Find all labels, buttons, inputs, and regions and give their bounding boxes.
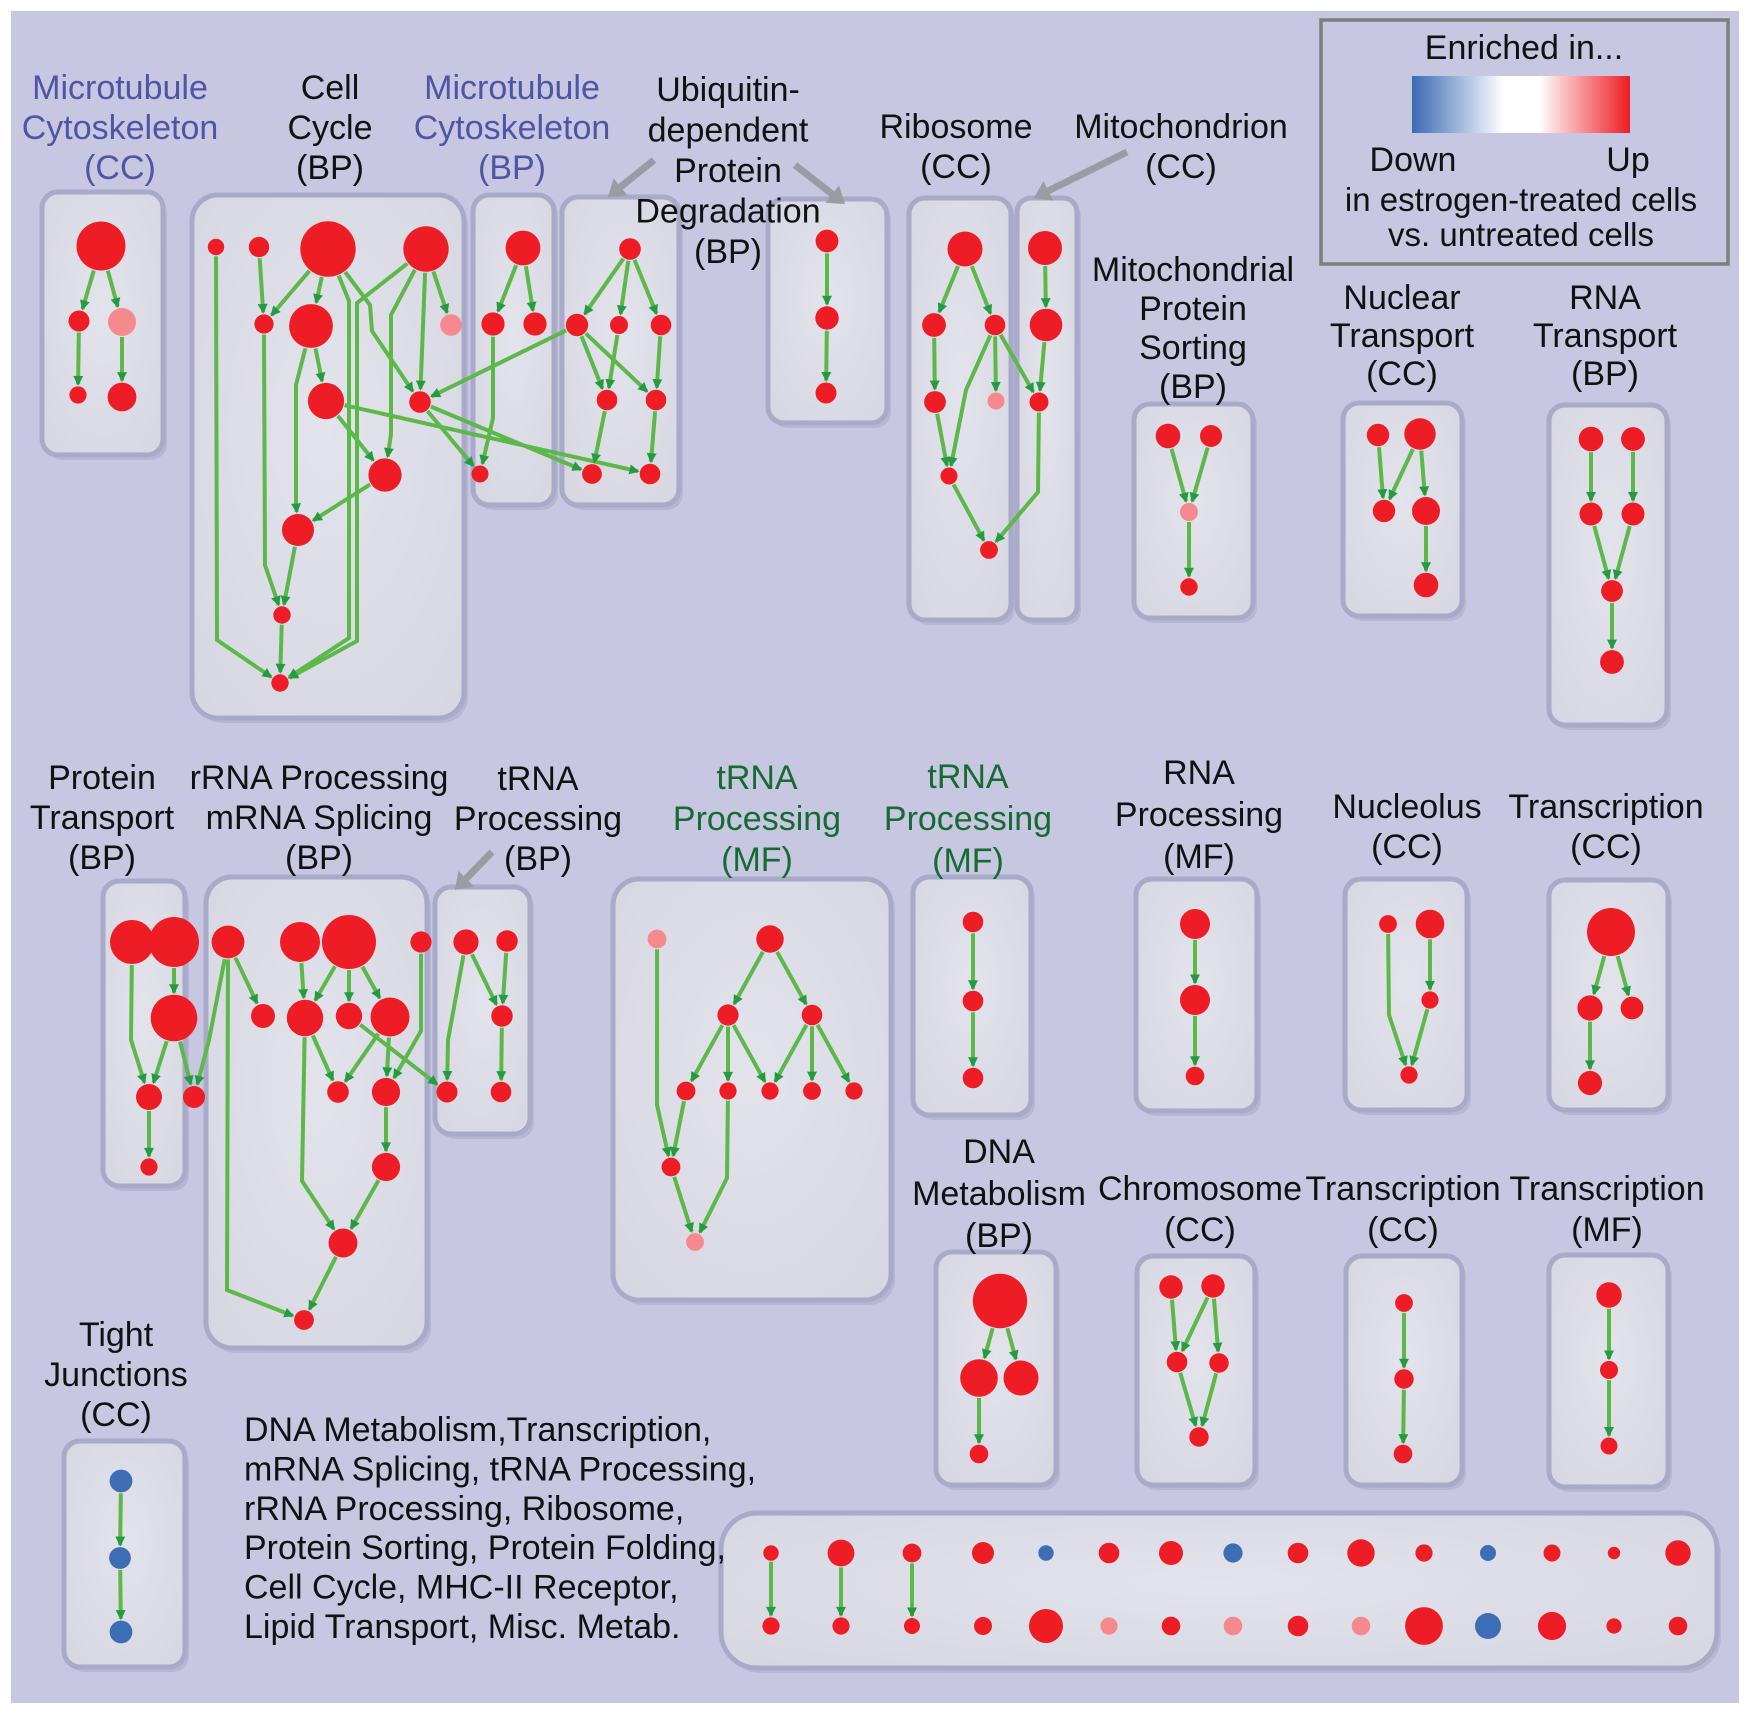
svg-text:(CC): (CC) [1570,828,1642,866]
svg-text:(BP): (BP) [1159,368,1227,406]
svg-text:RNA: RNA [1569,279,1641,317]
svg-text:Cell Cycle, MHC-II Receptor,: Cell Cycle, MHC-II Receptor, [244,1569,679,1607]
svg-text:Cell: Cell [301,69,360,107]
svg-text:Sorting: Sorting [1139,329,1247,367]
svg-text:(BP): (BP) [478,149,546,187]
svg-text:Processing: Processing [454,800,622,838]
svg-text:(CC): (CC) [1145,148,1217,186]
svg-text:Protein: Protein [1139,290,1247,328]
svg-text:Processing: Processing [884,800,1052,838]
svg-text:(BP): (BP) [965,1217,1033,1255]
svg-text:(CC): (CC) [80,1396,152,1434]
svg-text:(MF): (MF) [1163,838,1235,876]
svg-text:Junctions: Junctions [44,1356,188,1394]
svg-text:Transcription: Transcription [1508,788,1703,826]
svg-text:(CC): (CC) [920,148,992,186]
svg-text:Up: Up [1606,141,1649,179]
svg-text:(CC): (CC) [1366,355,1438,393]
svg-text:DNA Metabolism,Transcription,: DNA Metabolism,Transcription, [244,1411,711,1449]
svg-text:Transport: Transport [1533,317,1678,355]
svg-text:Microtubule: Microtubule [424,69,600,107]
svg-text:(CC): (CC) [1367,1211,1439,1249]
svg-text:tRNA: tRNA [716,759,798,797]
svg-text:Ubiquitin-: Ubiquitin- [656,71,800,109]
svg-text:Lipid Transport, Misc. Metab.: Lipid Transport, Misc. Metab. [244,1608,681,1646]
svg-text:(BP): (BP) [504,840,572,878]
svg-text:vs. untreated cells: vs. untreated cells [1388,216,1654,253]
svg-text:Processing: Processing [1115,796,1283,834]
svg-text:in estrogen-treated cells: in estrogen-treated cells [1345,181,1697,218]
svg-text:DNA: DNA [963,1133,1035,1171]
svg-text:Transcription: Transcription [1509,1170,1704,1208]
svg-text:Protein: Protein [674,152,782,190]
svg-text:tRNA: tRNA [927,758,1009,796]
svg-text:tRNA: tRNA [497,760,579,798]
svg-text:(BP): (BP) [694,233,762,271]
svg-text:RNA: RNA [1163,754,1235,792]
svg-text:Transport: Transport [30,799,175,837]
svg-text:Enriched in...: Enriched in... [1425,29,1623,67]
svg-text:(MF): (MF) [932,842,1004,880]
svg-text:Nucleolus: Nucleolus [1332,788,1481,826]
svg-text:Down: Down [1370,141,1457,179]
svg-text:Metabolism: Metabolism [912,1175,1086,1213]
svg-text:Tight: Tight [79,1316,154,1354]
svg-text:Transport: Transport [1330,317,1475,355]
svg-text:Cytoskeleton: Cytoskeleton [414,109,611,147]
svg-text:(MF): (MF) [721,841,793,879]
svg-text:rRNA Processing: rRNA Processing [190,759,449,797]
svg-text:Cycle: Cycle [287,109,372,147]
svg-text:Chromosome: Chromosome [1098,1170,1302,1208]
svg-text:(BP): (BP) [285,839,353,877]
svg-text:Mitochondrion: Mitochondrion [1074,108,1288,146]
svg-text:(BP): (BP) [68,839,136,877]
svg-text:mRNA Splicing: mRNA Splicing [206,799,433,837]
svg-text:Ribosome: Ribosome [879,108,1032,146]
svg-text:dependent: dependent [648,112,809,150]
svg-text:Microtubule: Microtubule [32,69,208,107]
svg-text:(MF): (MF) [1571,1211,1643,1249]
svg-text:Protein Sorting, Protein Foldi: Protein Sorting, Protein Folding, [244,1529,726,1567]
svg-text:(CC): (CC) [1164,1211,1236,1249]
svg-text:(BP): (BP) [1571,355,1639,393]
svg-text:mRNA Splicing, tRNA Processing: mRNA Splicing, tRNA Processing, [244,1450,756,1488]
svg-text:Nuclear: Nuclear [1343,279,1460,317]
svg-text:Degradation: Degradation [635,193,820,231]
svg-text:(CC): (CC) [84,149,156,187]
svg-text:Transcription: Transcription [1305,1170,1500,1208]
svg-text:Cytoskeleton: Cytoskeleton [22,109,219,147]
svg-text:rRNA Processing, Ribosome,: rRNA Processing, Ribosome, [244,1490,684,1528]
svg-text:(CC): (CC) [1371,828,1443,866]
svg-text:(BP): (BP) [296,149,364,187]
svg-text:Processing: Processing [673,800,841,838]
svg-text:Protein: Protein [48,759,156,797]
svg-text:Mitochondrial: Mitochondrial [1092,251,1294,289]
